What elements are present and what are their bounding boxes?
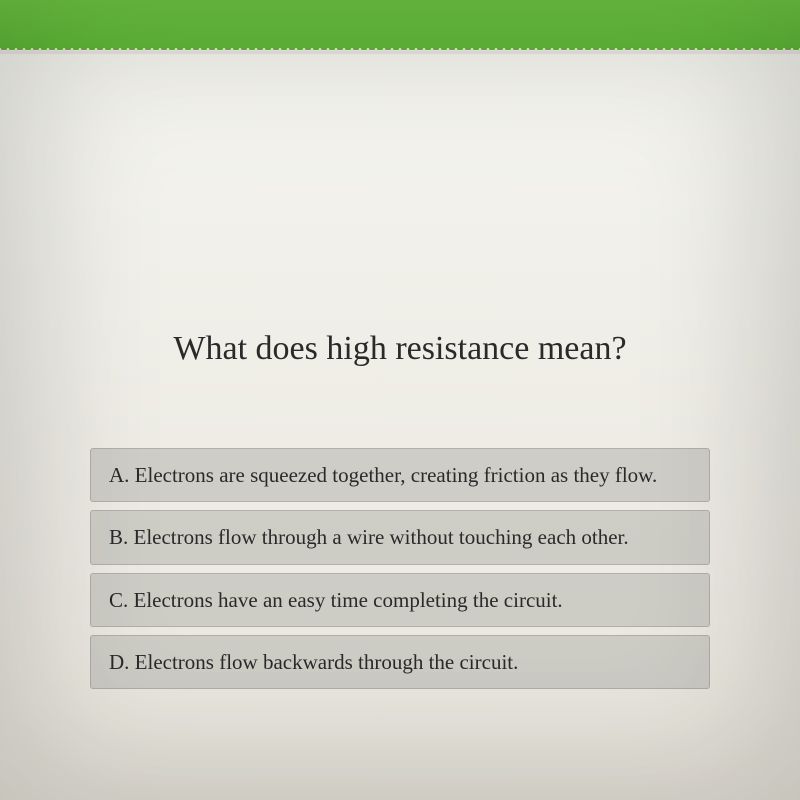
option-a[interactable]: A. Electrons are squeezed together, crea… [90, 448, 710, 502]
option-b[interactable]: B. Electrons flow through a wire without… [90, 510, 710, 564]
header-bar [0, 0, 800, 50]
options-list: A. Electrons are squeezed together, crea… [80, 448, 720, 689]
quiz-content: What does high resistance mean? A. Elect… [0, 50, 800, 689]
option-d[interactable]: D. Electrons flow backwards through the … [90, 635, 710, 689]
option-c[interactable]: C. Electrons have an easy time completin… [90, 573, 710, 627]
question-text: What does high resistance mean? [80, 330, 720, 368]
